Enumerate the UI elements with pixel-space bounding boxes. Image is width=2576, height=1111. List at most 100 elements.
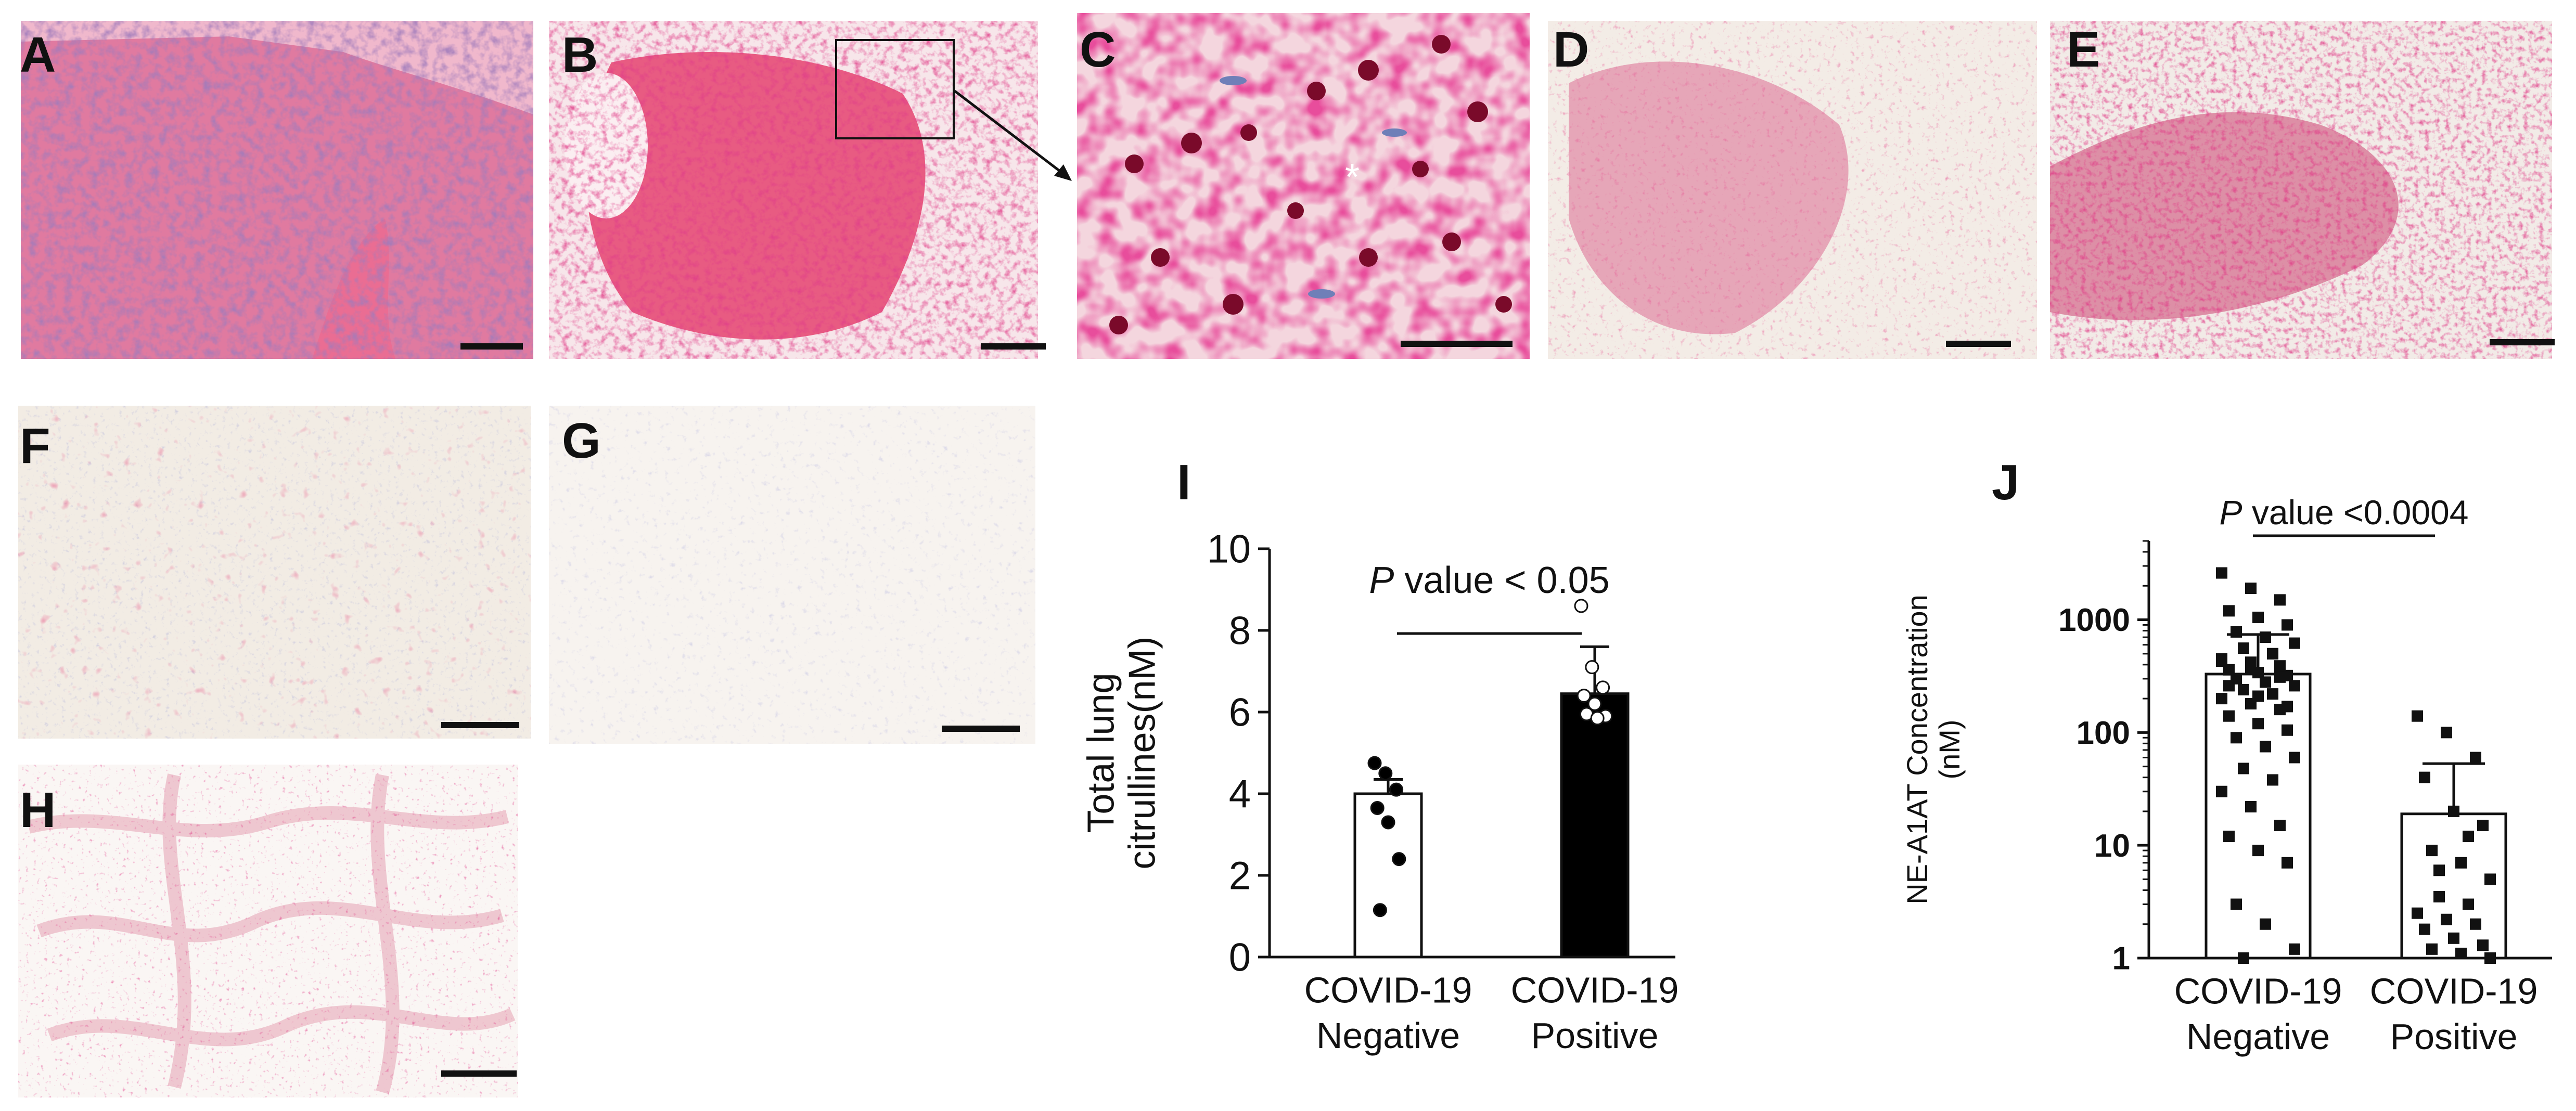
data-point xyxy=(2433,891,2445,903)
data-point xyxy=(2463,831,2474,843)
data-point xyxy=(1574,599,1588,613)
panel-label-i: I xyxy=(1177,455,1191,510)
ihc-stain-image xyxy=(1548,21,2037,359)
y-tick-label: 100 xyxy=(2077,715,2130,751)
x-tick-label: Negative xyxy=(2186,1016,2330,1057)
scale-bar xyxy=(1946,341,2011,347)
panel-label-d: D xyxy=(1553,22,1590,77)
data-point xyxy=(2412,710,2423,722)
y-tick-label: 2 xyxy=(1229,854,1251,898)
x-tick-label: Positive xyxy=(2390,1016,2517,1057)
data-point xyxy=(2484,873,2496,885)
panel-label-a: A xyxy=(20,27,56,83)
p-value-annotation: P value <0.0004 xyxy=(2220,493,2469,532)
ihc-stain-image xyxy=(18,406,531,739)
data-point xyxy=(2252,845,2264,857)
data-point xyxy=(2463,898,2474,910)
x-tick-label: COVID-19 xyxy=(1511,970,1679,1011)
micrograph-a xyxy=(21,21,533,359)
scale-bar xyxy=(1401,341,1513,347)
data-point xyxy=(1587,696,1602,711)
panel-label-g: G xyxy=(562,413,601,469)
p-value-annotation: P value < 0.05 xyxy=(1369,560,1609,601)
y-axis-label-line: citrullines(nM) xyxy=(1122,636,1163,869)
data-point xyxy=(1392,852,1406,867)
data-point xyxy=(2223,664,2235,676)
micrograph-g xyxy=(549,406,1035,744)
y-tick-label: 1 xyxy=(2112,941,2130,977)
data-point xyxy=(2289,752,2300,764)
bar xyxy=(1560,692,1630,959)
data-point xyxy=(2455,857,2467,869)
data-point xyxy=(2282,701,2293,713)
data-point xyxy=(2216,567,2227,579)
data-point xyxy=(1590,711,1605,726)
y-tick-label: 10 xyxy=(2094,828,2130,864)
p-value-italic: P xyxy=(1369,560,1394,601)
y-tick-label: 10 xyxy=(1207,527,1251,572)
data-point xyxy=(2448,805,2459,817)
data-point xyxy=(1370,800,1385,815)
asterisk-marker: * xyxy=(1345,157,1360,198)
data-point xyxy=(2231,898,2242,910)
data-point xyxy=(2252,690,2264,702)
bar xyxy=(2205,673,2312,960)
data-point xyxy=(2238,763,2249,774)
data-point xyxy=(2252,718,2264,730)
data-point xyxy=(2245,663,2257,675)
data-point xyxy=(2274,594,2286,606)
data-point xyxy=(2426,943,2438,955)
data-point xyxy=(1373,903,1387,918)
data-point xyxy=(2470,752,2481,764)
ihc-stain-image xyxy=(549,21,1038,359)
data-point xyxy=(2477,939,2489,951)
scale-bar xyxy=(942,726,1020,732)
data-point xyxy=(2477,820,2489,832)
data-point xyxy=(2441,727,2452,739)
data-point xyxy=(2426,845,2438,857)
data-point xyxy=(2289,637,2300,649)
data-point xyxy=(1389,782,1404,797)
data-point xyxy=(2223,831,2235,843)
y-tick-label: 4 xyxy=(1229,772,1251,817)
x-tick-label: Positive xyxy=(1531,1015,1658,1056)
inset-arrow xyxy=(954,90,1072,181)
y-tick-label: 6 xyxy=(1229,691,1251,735)
panel-label-j: J xyxy=(1992,455,2019,510)
data-point xyxy=(2252,611,2264,623)
panel-label-c: C xyxy=(1080,22,1116,77)
data-point xyxy=(2245,583,2257,595)
data-point xyxy=(2260,676,2271,688)
data-point xyxy=(2260,741,2271,753)
data-point xyxy=(2245,800,2257,812)
micrograph-b xyxy=(549,21,1038,359)
data-point xyxy=(2267,688,2278,700)
data-point xyxy=(2238,683,2249,695)
data-point xyxy=(2289,943,2300,955)
data-point xyxy=(2216,655,2227,667)
y-tick-label: 1000 xyxy=(2058,602,2130,638)
data-point xyxy=(2282,619,2293,631)
scale-bar xyxy=(2490,339,2555,345)
data-point xyxy=(2231,626,2242,638)
panel-label-h: H xyxy=(20,782,56,838)
panel-label-f: F xyxy=(20,418,50,474)
data-point xyxy=(2441,913,2452,925)
data-point xyxy=(2470,918,2481,930)
y-axis-label-line: NE-A1AT Concentration xyxy=(1901,595,1933,905)
data-point xyxy=(2223,605,2235,617)
ihc-stain-image xyxy=(2050,21,2552,359)
ihc-stain-image xyxy=(549,406,1035,744)
data-point xyxy=(1367,756,1382,770)
data-point xyxy=(2419,771,2430,783)
x-tick-label: COVID-19 xyxy=(2174,971,2342,1012)
y-axis-label: NE-A1AT Concentration(nM) xyxy=(1901,595,1966,905)
chart-j: J 1 10 100 1000 NE-A1AT Concentration(nM) COV… xyxy=(1901,455,2552,1057)
data-point xyxy=(2223,710,2235,722)
y-axis-label-line: Total lung xyxy=(1080,673,1122,833)
p-value-italic: P xyxy=(2220,493,2242,532)
scale-bar xyxy=(460,343,523,350)
data-point xyxy=(2282,857,2293,869)
data-point xyxy=(2282,724,2293,736)
scale-bar xyxy=(981,343,1046,350)
